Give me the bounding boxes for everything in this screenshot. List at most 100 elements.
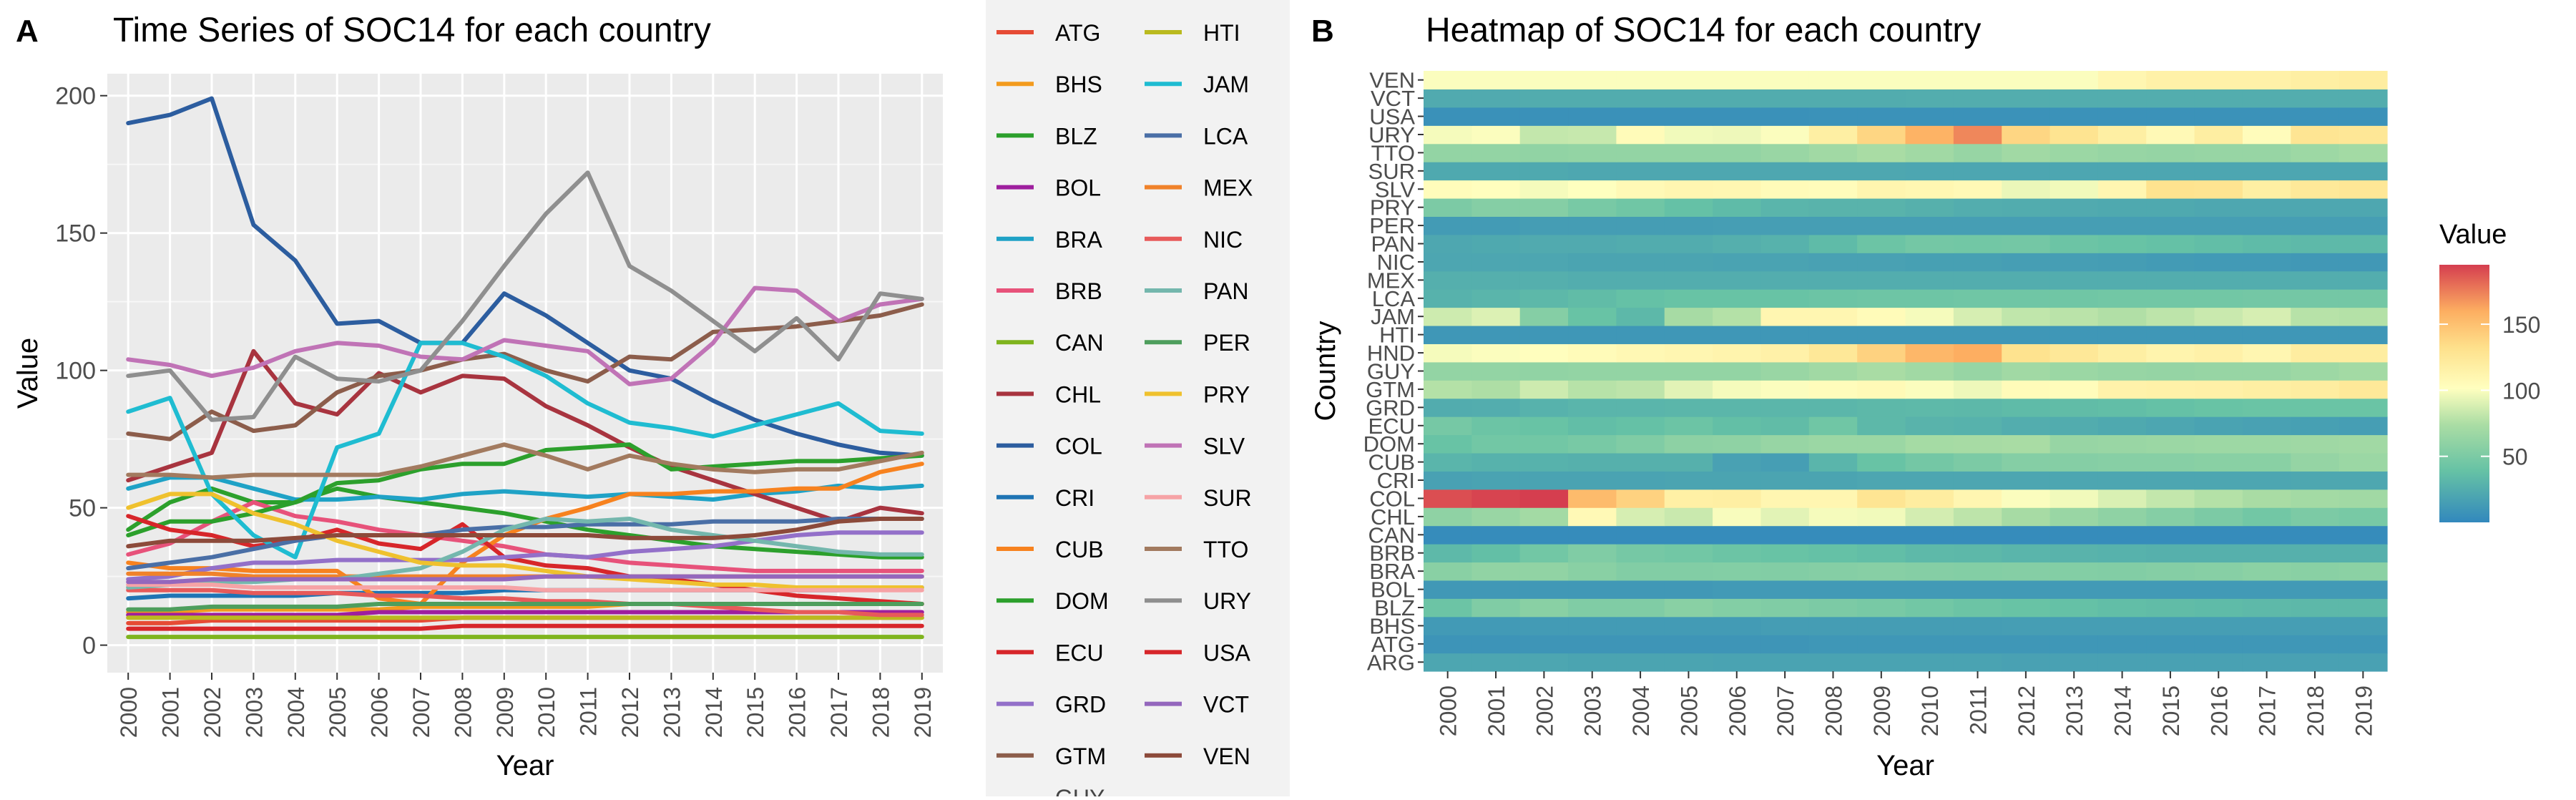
colorbar-gradient [2439,265,2489,522]
heatmap-cell [2049,289,2099,308]
heatmap-cell [1664,361,1713,381]
heatmap-cell [1471,416,1521,436]
legend-label-cri: CRI [1055,485,1094,511]
heatmap-cell [2242,125,2291,145]
heatmap-cell [2194,307,2243,326]
heatmap-cell [2049,71,2099,90]
heatmap-cell [1905,525,1954,545]
heatmap-cell [2097,343,2147,363]
heatmap-cell [2242,562,2291,581]
heatmap-cell [1760,216,1810,235]
heatmap-cell [2097,125,2147,145]
heatmap-y-tick-label: USA [1369,104,1415,130]
heatmap-cell [1616,489,1665,508]
heatmap-cell [2049,180,2099,199]
heatmap-cell [2194,580,2243,599]
heatmap-cell [2097,616,2147,635]
heatmap-cell [1857,544,1906,563]
heatmap-cell [1471,361,1521,381]
heatmap-cell [2002,216,2051,235]
heatmap-cell [1616,143,1665,162]
legend-label-brb: BRB [1055,278,1102,304]
heatmap-cell [1616,434,1665,454]
heatmap-x-tick-label: 2017 [2255,686,2281,736]
line-series-usa [126,623,924,631]
heatmap-cell [2291,452,2340,472]
heatmap-cell [2339,234,2388,253]
line-x-tick-label: 2016 [785,687,810,738]
heatmap-cell [1424,343,1472,363]
heatmap-cell [2146,380,2195,399]
heatmap-cell [1471,489,1521,508]
heatmap-cell [2242,197,2291,217]
heatmap-cell [2002,489,2051,508]
heatmap-cell [2049,253,2099,272]
heatmap-cell [2339,544,2388,563]
panel-a-title: Time Series of SOC14 for each country [113,11,711,49]
heatmap-cell [1808,361,1858,381]
heatmap-cell [1471,270,1521,290]
heatmap-cell [2002,361,2051,381]
heatmap-cell [2339,471,2388,490]
heatmap-cell [1664,253,1713,272]
heatmap-cell [2339,289,2388,308]
heatmap-cell [1471,616,1521,635]
heatmap-cell [1424,234,1472,253]
heatmap-cell [1953,143,2002,162]
heatmap-cell [2339,216,2388,235]
heatmap-cell [2291,253,2340,272]
heatmap-cell [2339,452,2388,472]
heatmap-cell [2242,434,2291,454]
heatmap-cell [1568,307,1617,326]
heatmap-cell [1808,180,1858,199]
heatmap-cell [2242,507,2291,527]
heatmap-cell [1905,180,1954,199]
heatmap-cell [2002,253,2051,272]
heatmap-cell [2339,653,2388,672]
heatmap-cell [1760,434,1810,454]
heatmap-cell [1471,562,1521,581]
heatmap-cell [2146,162,2195,181]
heatmap-cell [2049,197,2099,217]
heatmap-cell [1713,434,1762,454]
heatmap-cell [1760,107,1810,126]
heatmap-cell [1424,325,1472,344]
heatmap-cell [2242,452,2291,472]
heatmap-y-tick-label: GTM [1366,377,1415,402]
heatmap-cell [1857,180,1906,199]
heatmap-cell [1568,234,1617,253]
heatmap-cell [1857,398,1906,417]
heatmap-cell [1857,489,1906,508]
heatmap-cell [1519,71,1569,90]
heatmap-y-tick-label: BRA [1369,559,1415,584]
heatmap-cell [1616,580,1665,599]
heatmap-cell [2097,307,2147,326]
heatmap-cell [2002,162,2051,181]
heatmap-cell [1857,471,1906,490]
heatmap-cell [2291,598,2340,618]
heatmap-x-tick-label: 2008 [1821,686,1846,736]
heatmap-cell [1519,380,1569,399]
heatmap-cell [2242,307,2291,326]
heatmap-cell [2194,325,2243,344]
legend-label-slv: SLV [1203,434,1245,459]
legend-label-gtm: GTM [1055,743,1106,769]
heatmap-cell [1424,270,1472,290]
heatmap-cell [1616,325,1665,344]
heatmap-cell [1905,544,1954,563]
heatmap-cell [1857,270,1906,290]
heatmap-cell [1713,343,1762,363]
heatmap-cell [1953,380,2002,399]
heatmap-cell [1857,580,1906,599]
heatmap-cell [2002,507,2051,527]
line-x-tick-label: 2010 [534,687,559,738]
heatmap-cell [2049,653,2099,672]
heatmap-cell [2291,307,2340,326]
heatmap-cell [1519,580,1569,599]
heatmap-cell [1616,416,1665,436]
heatmap-cell [1568,343,1617,363]
heatmap-cell [2291,489,2340,508]
heatmap-cell [1471,398,1521,417]
heatmap-cell [1713,544,1762,563]
heatmap-y-tick-label: VCT [1371,86,1415,111]
